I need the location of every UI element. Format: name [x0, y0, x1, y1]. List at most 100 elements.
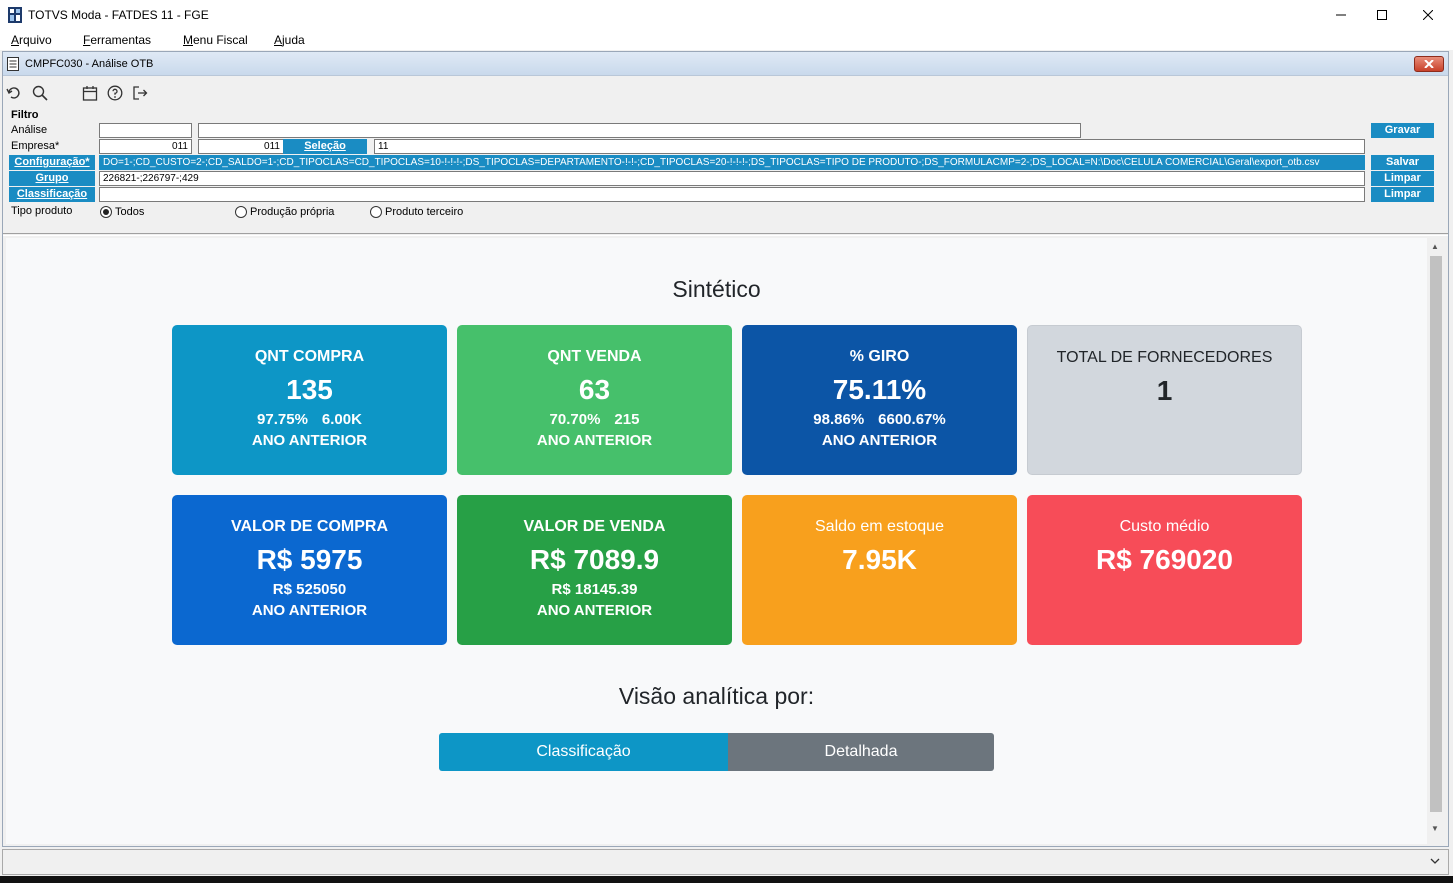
card-previous-year: ANO ANTERIOR [251, 602, 368, 619]
selecao-button[interactable]: Seleção [283, 139, 367, 154]
undo-button[interactable] [5, 84, 23, 102]
card-previous-year: ANO ANTERIOR [251, 432, 368, 449]
card-saldo-estoque: Saldo em estoque 7.95K [742, 495, 1017, 645]
salvar-button[interactable]: Salvar [1371, 155, 1434, 170]
menu-fiscal-label: enu Fiscal [193, 33, 248, 47]
help-button[interactable] [106, 84, 124, 102]
card-previous-year: ANO ANTERIOR [821, 432, 938, 449]
radio-checked-icon [100, 206, 112, 218]
card-valor-venda: VALOR DE VENDA R$ 7089.9 R$ 18145.39 ANO… [457, 495, 732, 645]
scroll-thumb[interactable] [1430, 256, 1442, 812]
dashboard-panel: Sintético QNT COMPRA 135 97.75% 6.00K ANO… [6, 238, 1427, 844]
card-sub: 97.75% 6.00K [172, 410, 447, 430]
selecao-input[interactable]: 11 [374, 139, 1365, 154]
maximize-icon [1377, 10, 1387, 20]
tipo-produto-label: Tipo produto [11, 205, 73, 217]
form-divider [3, 233, 1448, 236]
menu-ferramentas-label: erramentas [90, 33, 152, 47]
configuracao-button[interactable]: Configuração* [9, 155, 95, 170]
limpar-classificacao-button[interactable]: Limpar [1371, 187, 1434, 202]
toolbar [3, 78, 1448, 106]
card-sub-value: R$ 18145.39 [551, 581, 638, 598]
card-sub-value: R$ 525050 [272, 581, 347, 598]
exit-button[interactable] [131, 84, 149, 102]
card-qnt-compra: QNT COMPRA 135 97.75% 6.00K ANO ANTERIOR [172, 325, 447, 475]
card-value: R$ 769020 [1095, 544, 1233, 575]
calendar-icon [82, 86, 98, 101]
form-title: CMPFC030 - Análise OTB [25, 57, 154, 70]
form-close-button[interactable] [1414, 56, 1444, 72]
radio-produto-terceiro-label: Produto terceiro [385, 206, 464, 218]
configuracao-input[interactable]: DO=1-;CD_CUSTO=2-;CD_SALDO=1-;CD_TIPOCLA… [99, 155, 1365, 170]
search-button[interactable] [31, 84, 49, 102]
empresa-to-input[interactable]: 011 [198, 139, 284, 154]
scroll-up-icon[interactable]: ▲ [1431, 242, 1439, 251]
filter-heading: Filtro [11, 109, 39, 121]
maximize-button[interactable] [1359, 0, 1405, 30]
empresa-from-input[interactable]: 011 [99, 139, 192, 154]
card-title: QNT VENDA [547, 348, 642, 365]
gravar-button[interactable]: Gravar [1371, 123, 1434, 138]
segment-detalhada[interactable]: Detalhada [728, 733, 994, 771]
card-title: QNT COMPRA [254, 348, 365, 365]
status-bar [2, 849, 1449, 875]
card-value: 135 [286, 374, 333, 405]
close-icon [1423, 10, 1433, 20]
card-sub-percent: 97.75% [257, 411, 308, 428]
chevron-down-icon[interactable] [1430, 856, 1440, 866]
radio-todos[interactable]: Todos [100, 206, 144, 218]
card-value: 63 [578, 374, 611, 405]
card-sub-value: 6600.67% [878, 411, 946, 428]
close-button[interactable] [1405, 0, 1451, 30]
vertical-scrollbar[interactable]: ▲ ▼ [1427, 238, 1445, 844]
card-sub: 98.86% 6600.67% [742, 410, 1017, 430]
menu-ferramentas[interactable]: Ferramentas [83, 33, 151, 47]
analise-label: Análise [11, 124, 48, 136]
menu-ajuda[interactable]: Ajuda [274, 33, 305, 47]
card-value: 75.11% [832, 374, 927, 405]
menu-ajuda-label: juda [282, 33, 305, 47]
empresa-label: Empresa* [11, 140, 60, 152]
classificacao-button[interactable]: Classificação [9, 187, 95, 202]
card-title: Custo médio [1119, 518, 1210, 535]
card-sub-value: 6.00K [321, 411, 362, 428]
card-sub: 70.70% 215 [457, 410, 732, 430]
exit-icon [133, 86, 148, 100]
menu-ferramentas-mnemonic: F [83, 33, 91, 47]
undo-icon [6, 87, 20, 99]
app-icon [8, 7, 22, 23]
calendar-button[interactable] [81, 84, 99, 102]
analise-code-input[interactable] [99, 123, 192, 138]
otb-form-window: CMPFC030 - Análise OTB Filtro [2, 51, 1449, 847]
radio-producao-propria[interactable]: Produção própria [235, 206, 334, 218]
menu-arquivo[interactable]: Arquivo [11, 33, 52, 47]
form-title-bar: CMPFC030 - Análise OTB [3, 52, 1448, 76]
card-title: Saldo em estoque [815, 518, 944, 535]
taskbar-edge [0, 876, 1453, 883]
radio-unchecked-icon [235, 206, 247, 218]
menu-arquivo-mnemonic: A [11, 33, 20, 47]
card-valor-compra: VALOR DE COMPRA R$ 5975 R$ 525050 ANO AN… [172, 495, 447, 645]
analise-description-input[interactable] [198, 123, 1081, 138]
card-custo-medio: Custo médio R$ 769020 [1027, 495, 1302, 645]
classificacao-input[interactable] [99, 187, 1365, 202]
limpar-grupo-button[interactable]: Limpar [1371, 171, 1434, 186]
radio-producao-propria-label: Produção própria [250, 206, 335, 218]
radio-todos-label: Todos [115, 206, 145, 218]
card-value: R$ 5975 [256, 544, 363, 575]
visao-analitica-title: Visão analítica por: [618, 683, 815, 709]
card-title: TOTAL DE FORNECEDORES [1056, 349, 1273, 366]
segment-classificacao[interactable]: Classificação [439, 733, 728, 771]
radio-produto-terceiro[interactable]: Produto terceiro [370, 206, 463, 218]
menu-fiscal[interactable]: Menu Fiscal [183, 33, 248, 47]
card-value: 7.95K [842, 544, 917, 575]
minimize-button[interactable] [1318, 0, 1364, 30]
grupo-input[interactable]: 226821-;226797-;429 [99, 171, 1365, 186]
grupo-button[interactable]: Grupo [9, 171, 95, 186]
card-sub-percent: 70.70% [549, 411, 601, 428]
scroll-down-icon[interactable]: ▼ [1431, 824, 1439, 833]
card-qnt-venda: QNT VENDA 63 70.70% 215 ANO ANTERIOR [457, 325, 732, 475]
sintetico-title: Sintético [672, 276, 761, 302]
menu-fiscal-mnemonic: M [183, 33, 193, 47]
